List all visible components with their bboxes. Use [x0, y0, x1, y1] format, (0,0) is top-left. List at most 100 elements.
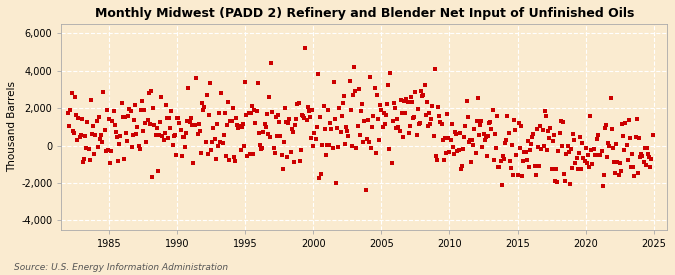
Point: [481, 135, 491, 139]
Point: [256, 147, 267, 151]
Point: [63, 111, 74, 116]
Point: [196, 151, 207, 155]
Point: [151, 126, 162, 130]
Point: [338, 101, 348, 105]
Point: [464, 138, 475, 142]
Point: [211, 122, 222, 126]
Point: [271, 134, 282, 138]
Point: [475, 123, 485, 127]
Point: [132, 125, 143, 129]
Point: [454, 131, 465, 135]
Point: [144, 122, 155, 127]
Point: [275, 134, 286, 138]
Point: [476, 118, 487, 123]
Point: [474, 133, 485, 138]
Point: [588, 147, 599, 152]
Point: [349, 64, 360, 69]
Point: [435, 120, 446, 124]
Point: [400, 110, 410, 115]
Point: [107, 119, 118, 123]
Point: [184, 119, 195, 124]
Point: [73, 116, 84, 120]
Point: [321, 153, 331, 157]
Point: [502, 114, 513, 118]
Point: [416, 89, 427, 93]
Point: [371, 92, 382, 97]
Point: [167, 142, 178, 147]
Point: [292, 102, 303, 107]
Point: [296, 112, 307, 117]
Point: [404, 124, 415, 128]
Point: [467, 138, 478, 142]
Point: [269, 151, 280, 155]
Point: [459, 135, 470, 139]
Point: [99, 128, 110, 133]
Point: [605, 95, 616, 100]
Point: [186, 116, 196, 120]
Point: [481, 153, 492, 158]
Point: [538, 144, 549, 149]
Point: [271, 115, 281, 119]
Point: [178, 135, 188, 139]
Point: [641, 146, 652, 150]
Point: [282, 155, 293, 159]
Point: [424, 111, 435, 116]
Point: [154, 133, 165, 137]
Point: [328, 79, 339, 84]
Point: [603, 141, 614, 145]
Point: [298, 114, 308, 118]
Point: [246, 111, 256, 115]
Point: [391, 125, 402, 130]
Point: [421, 100, 432, 104]
Point: [283, 121, 294, 125]
Point: [511, 153, 522, 158]
Point: [599, 126, 610, 130]
Point: [281, 120, 292, 124]
Point: [581, 161, 592, 165]
Point: [612, 160, 623, 164]
Point: [609, 160, 620, 164]
Point: [410, 90, 421, 94]
Point: [199, 105, 210, 110]
Point: [644, 155, 655, 159]
Point: [303, 109, 314, 113]
Point: [82, 120, 93, 124]
Point: [164, 116, 175, 120]
Point: [346, 144, 357, 148]
Point: [580, 146, 591, 150]
Point: [125, 109, 136, 114]
Point: [572, 167, 583, 171]
Point: [385, 71, 396, 75]
Point: [441, 151, 452, 156]
Point: [556, 144, 567, 148]
Point: [500, 141, 510, 145]
Title: Monthly Midwest (PADD 2) Refinery and Blender Net Input of Unfinished Oils: Monthly Midwest (PADD 2) Refinery and Bl…: [95, 7, 634, 20]
Point: [279, 106, 290, 110]
Point: [306, 108, 317, 112]
Point: [629, 174, 640, 178]
Point: [466, 160, 477, 165]
Point: [634, 155, 645, 159]
Point: [637, 154, 648, 158]
Point: [613, 173, 624, 177]
Point: [78, 160, 88, 165]
Point: [504, 158, 515, 163]
Point: [64, 124, 75, 128]
Point: [329, 117, 340, 121]
Point: [470, 151, 481, 155]
Point: [291, 117, 302, 121]
Point: [417, 94, 428, 98]
Point: [436, 122, 447, 126]
Point: [304, 115, 315, 119]
Point: [547, 139, 558, 144]
Point: [119, 115, 130, 119]
Point: [70, 95, 80, 100]
Point: [233, 125, 244, 130]
Point: [68, 129, 78, 134]
Point: [627, 152, 638, 156]
Point: [560, 179, 570, 183]
Point: [209, 137, 220, 141]
Point: [215, 140, 225, 145]
Point: [128, 133, 138, 138]
Point: [66, 91, 77, 96]
